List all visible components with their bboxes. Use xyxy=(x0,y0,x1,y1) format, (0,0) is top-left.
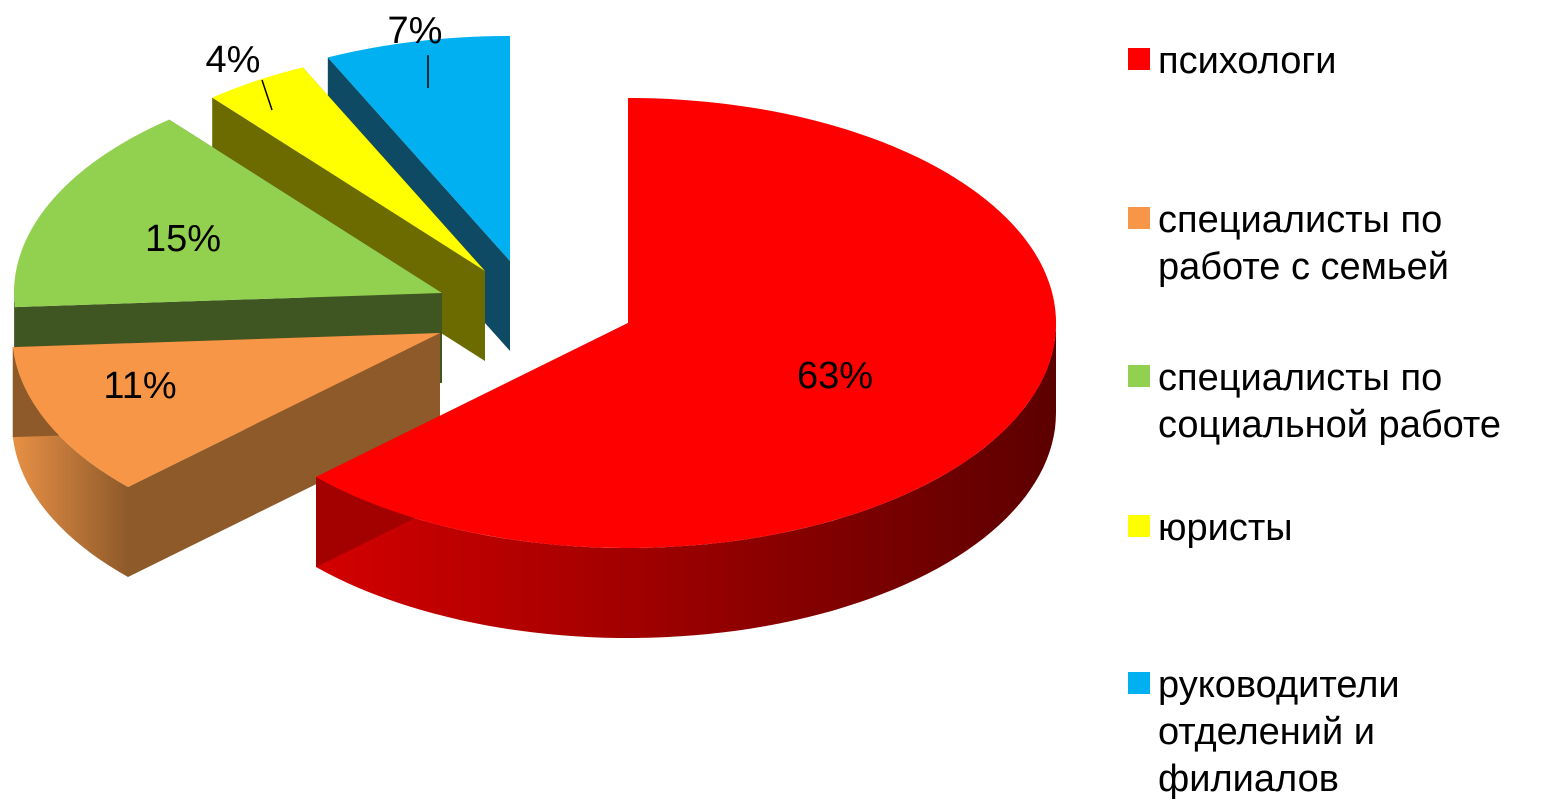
legend-line: филиалов xyxy=(1158,758,1339,800)
legend-swatch-psychologists xyxy=(1128,48,1150,70)
legend-line: специалисты по xyxy=(1158,357,1443,399)
slice-top-department-heads xyxy=(327,36,510,261)
legend-swatch-department-heads xyxy=(1128,672,1150,694)
legend-label-family-specialists: специалисты по работе с семьей xyxy=(1158,197,1558,291)
slice-cut-family-specialists xyxy=(128,333,440,577)
legend-line: работе с семьей xyxy=(1158,246,1449,288)
slice-wall-psychologists xyxy=(316,323,1056,638)
legend-item-family-specialists: специалисты по работе с семьей xyxy=(1128,197,1558,291)
legend-line: руководители xyxy=(1158,664,1400,706)
legend-label-social-work-specialists: специалисты по социальной работе xyxy=(1158,355,1558,449)
legend-swatch-social-work-specialists xyxy=(1128,365,1150,387)
data-label-social-work-specialists: 15% xyxy=(145,218,221,260)
legend-swatch-family-specialists xyxy=(1128,207,1150,229)
slice-top-social-work-specialists xyxy=(13,119,443,308)
legend-label-lawyers: юристы xyxy=(1158,505,1558,552)
legend-line: юристы xyxy=(1158,507,1293,549)
pie-slice-psychologists xyxy=(316,98,1057,638)
slice-top-lawyers xyxy=(212,67,485,272)
data-label-psychologists: 63% xyxy=(797,355,873,397)
legend-item-department-heads: руководители отделений и филиалов xyxy=(1128,662,1558,803)
pie-slice-family-specialists xyxy=(12,333,441,577)
legend-line: отделений и xyxy=(1158,711,1376,753)
slice-top-family-specialists xyxy=(12,333,441,487)
legend-label-psychologists: психологи xyxy=(1158,38,1558,85)
legend-item-lawyers: юристы xyxy=(1128,505,1558,552)
data-label-family-specialists: 11% xyxy=(103,365,176,407)
slice-wall-family-specialists xyxy=(12,347,128,577)
legend-line: специалисты по xyxy=(1158,199,1443,241)
data-label-department-heads: 7% xyxy=(388,10,443,52)
legend-item-psychologists: психологи xyxy=(1128,38,1558,85)
leader-line-lawyers xyxy=(261,79,273,111)
legend-item-social-work-specialists: специалисты по социальной работе xyxy=(1128,355,1558,449)
legend-line: социальной работе xyxy=(1158,404,1502,446)
slice-top-psychologists xyxy=(316,98,1057,548)
legend-label-department-heads: руководители отделений и филиалов xyxy=(1158,662,1558,803)
pie-chart: 63% 11% 15% 4% 7% xyxy=(12,10,1057,638)
data-label-lawyers: 4% xyxy=(206,39,261,81)
legend-line: психологи xyxy=(1158,40,1337,82)
legend: психологи специалисты по работе с семьей… xyxy=(1128,0,1558,803)
legend-swatch-lawyers xyxy=(1128,515,1150,537)
